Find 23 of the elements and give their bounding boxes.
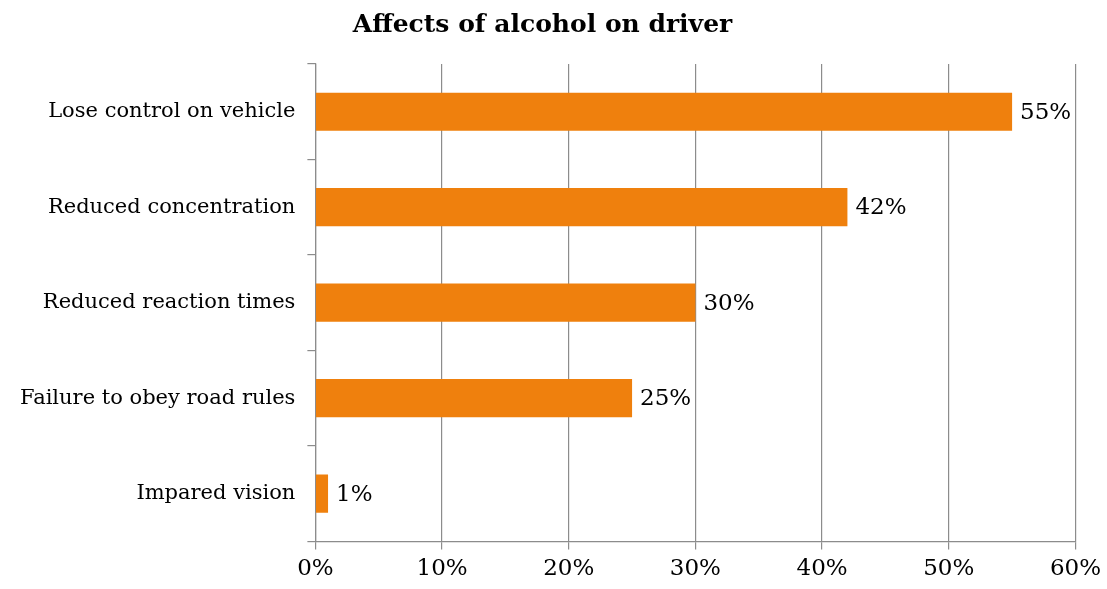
bar [315, 474, 329, 513]
x-tick-label: 50% [923, 554, 975, 581]
x-tick-label: 60% [1049, 554, 1101, 581]
y-tick-label: Failure to obey road rules [19, 384, 296, 409]
bar [315, 379, 633, 418]
data-label: 1% [336, 479, 373, 506]
data-label: 30% [703, 288, 755, 315]
x-tick-label: 0% [297, 554, 334, 581]
bar [315, 92, 1013, 131]
data-label: 25% [640, 384, 692, 411]
x-tick-label: 40% [796, 554, 848, 581]
bar [315, 283, 696, 322]
bar [315, 188, 848, 227]
y-tick-label: Reduced reaction times [42, 289, 296, 314]
y-tick-label: Lose control on vehicle [48, 98, 296, 123]
x-tick-label: 30% [669, 554, 721, 581]
data-label: 42% [855, 193, 907, 220]
data-label: 55% [1020, 97, 1072, 124]
y-tick-label: Reduced concentration [47, 193, 296, 218]
x-tick-label: 10% [416, 554, 468, 581]
x-tick-label: 20% [543, 554, 595, 581]
y-tick-label: Impared vision [136, 480, 296, 505]
chart-title: Affects of alcohol on driver [351, 8, 734, 38]
